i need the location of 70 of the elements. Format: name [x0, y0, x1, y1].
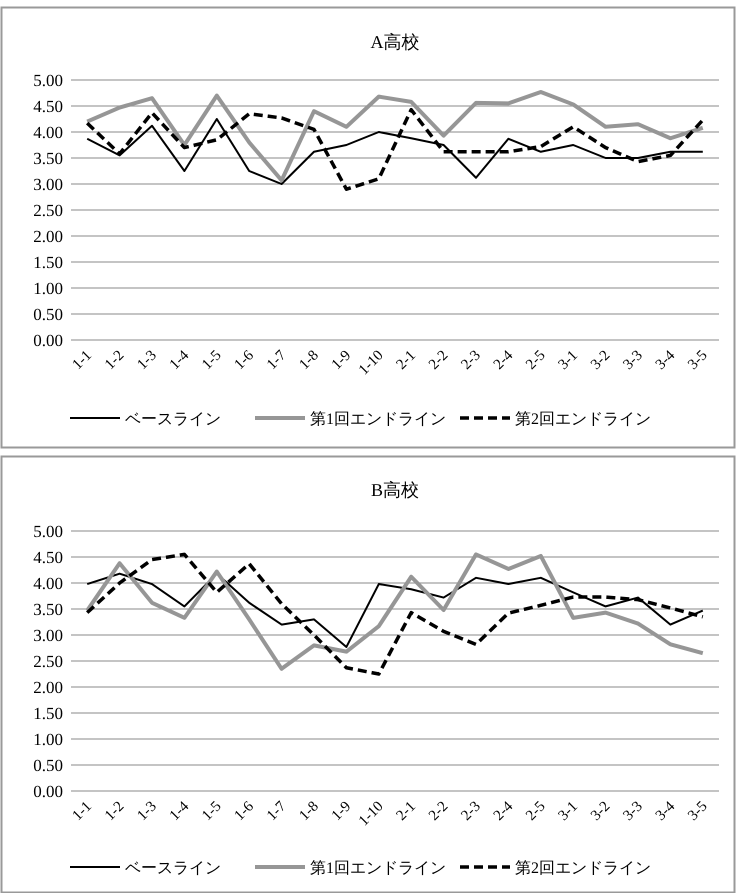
- y-tick-label: 1.00: [33, 279, 63, 298]
- x-tick-label: 1-2: [102, 348, 128, 373]
- y-tick-label: 2.00: [33, 678, 63, 697]
- y-tick-label: 1.00: [33, 730, 63, 749]
- x-tick-label: 2-4: [490, 347, 517, 373]
- x-tick-label: 3-4: [652, 798, 679, 824]
- x-tick-label: 2-4: [490, 798, 517, 824]
- y-tick-label: 4.00: [33, 574, 63, 593]
- x-tick-label: 1-9: [328, 348, 354, 373]
- x-tick-label: 1-5: [199, 798, 225, 824]
- legend-label: 第2回エンドライン: [515, 860, 651, 877]
- x-tick-label: 1-5: [199, 348, 225, 373]
- legend-label: ベースライン: [125, 860, 221, 877]
- y-tick-label: 3.50: [33, 600, 63, 619]
- legend-label: 第1回エンドライン: [310, 411, 446, 428]
- y-tick-label: 0.00: [33, 331, 63, 350]
- x-tick-label: 1-1: [70, 348, 96, 373]
- x-tick-label: 2-3: [458, 798, 484, 824]
- y-tick-label: 1.50: [33, 704, 63, 723]
- chart-title: B高校: [370, 480, 420, 500]
- x-tick-label: 1-3: [134, 798, 160, 824]
- x-tick-label: 1-7: [264, 347, 290, 373]
- y-tick-label: 0.00: [33, 782, 63, 801]
- x-tick-label: 2-1: [394, 348, 420, 373]
- x-tick-label: 2-5: [523, 348, 549, 373]
- y-tick-label: 1.50: [33, 253, 63, 272]
- x-tick-label: 3-1: [556, 348, 582, 373]
- y-tick-label: 4.00: [33, 123, 63, 142]
- x-tick-label: 2-2: [426, 348, 452, 373]
- x-tick-label: 1-10: [356, 798, 387, 830]
- y-tick-label: 4.50: [33, 548, 63, 567]
- y-tick-label: 3.00: [33, 175, 63, 194]
- x-tick-label: 1-3: [134, 348, 160, 373]
- legend-label: ベースライン: [125, 411, 221, 428]
- y-tick-label: 2.50: [33, 201, 63, 220]
- x-tick-label: 1-6: [232, 347, 258, 373]
- y-tick-label: 2.50: [33, 652, 63, 671]
- y-tick-label: 0.50: [33, 756, 63, 775]
- x-tick-label: 1-10: [356, 348, 387, 378]
- x-tick-label: 1-9: [328, 798, 354, 824]
- x-tick-label: 2-3: [458, 348, 484, 373]
- x-tick-label: 3-2: [588, 798, 614, 824]
- x-tick-label: 1-6: [232, 798, 258, 824]
- legend-label: 第1回エンドライン: [310, 860, 446, 877]
- x-tick-label: 3-5: [685, 798, 711, 824]
- x-tick-label: 1-8: [296, 348, 322, 373]
- x-tick-label: 1-7: [264, 798, 290, 824]
- x-tick-label: 3-1: [556, 798, 582, 824]
- x-tick-label: 2-5: [523, 798, 549, 824]
- y-tick-label: 3.00: [33, 626, 63, 645]
- x-tick-label: 3-3: [620, 348, 646, 373]
- chart-title: A高校: [370, 32, 420, 52]
- y-tick-label: 4.50: [33, 97, 63, 116]
- x-tick-label: 3-3: [620, 798, 646, 824]
- x-tick-label: 2-2: [426, 798, 452, 824]
- x-tick-label: 1-4: [166, 347, 193, 373]
- x-tick-label: 3-2: [588, 348, 614, 373]
- y-tick-label: 0.50: [33, 305, 63, 324]
- y-tick-label: 2.00: [33, 227, 63, 246]
- legend-label: 第2回エンドライン: [515, 411, 651, 428]
- y-tick-label: 3.50: [33, 149, 63, 168]
- y-tick-label: 5.00: [33, 71, 63, 90]
- x-tick-label: 3-4: [652, 347, 679, 373]
- x-tick-label: 2-1: [394, 798, 420, 824]
- x-tick-label: 1-8: [296, 798, 322, 824]
- x-tick-label: 3-5: [685, 348, 711, 373]
- x-tick-label: 1-2: [102, 798, 128, 824]
- y-tick-label: 5.00: [33, 522, 63, 541]
- x-tick-label: 1-4: [166, 798, 193, 824]
- x-tick-label: 1-1: [70, 798, 96, 824]
